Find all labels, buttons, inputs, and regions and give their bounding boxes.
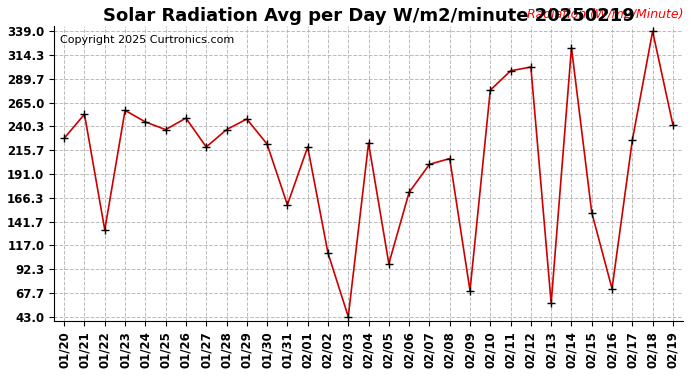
Title: Solar Radiation Avg per Day W/m2/minute 20250219: Solar Radiation Avg per Day W/m2/minute … [103, 7, 634, 25]
Text: Radiation (W/m2/Minute): Radiation (W/m2/Minute) [526, 8, 683, 21]
Text: Copyright 2025 Curtronics.com: Copyright 2025 Curtronics.com [60, 35, 235, 45]
